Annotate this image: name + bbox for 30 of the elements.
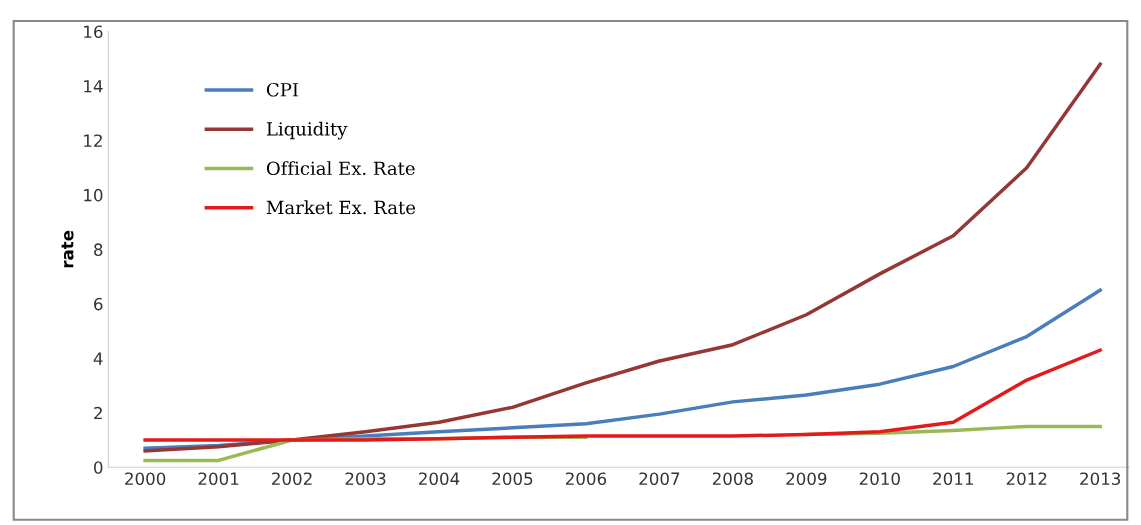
line-series <box>143 348 1102 442</box>
y-tick-label: 14 <box>84 80 103 93</box>
x-tick-label: 2008 <box>712 472 753 486</box>
y-axis-title: rate <box>61 230 74 268</box>
x-tick-label: 2000 <box>125 472 166 486</box>
y-tick-label: 0 <box>94 461 103 474</box>
x-tick-label: 2005 <box>492 472 533 486</box>
y-tick-label: 8 <box>94 243 103 256</box>
legend-label: Market Ex. Rate <box>266 200 416 215</box>
legend-label: Liquidity <box>266 121 348 140</box>
y-tick-label: 10 <box>84 188 103 202</box>
x-tick-label: 2003 <box>345 472 386 486</box>
x-tick-label: 2009 <box>786 472 827 486</box>
y-tick-label: 4 <box>93 352 103 365</box>
x-tick-label: 2013 <box>1080 472 1121 486</box>
x-tick-label: 2010 <box>859 472 900 486</box>
legend-label: Official Ex. Rate <box>266 161 415 176</box>
x-tick-label: 2004 <box>419 472 460 486</box>
line-series <box>143 62 1102 453</box>
x-tick-label: 2002 <box>272 472 312 486</box>
y-tick-label: 6 <box>94 297 103 311</box>
x-tick-label: 2001 <box>198 472 239 486</box>
y-tick-label: 16 <box>84 25 103 39</box>
x-tick-label: 2011 <box>933 472 973 486</box>
x-tick-label: 2006 <box>565 472 607 486</box>
x-tick-label: 2012 <box>1006 472 1047 486</box>
x-tick-label: 2007 <box>639 472 680 486</box>
legend-label: CPI <box>266 82 299 97</box>
y-tick-label: 2 <box>94 406 102 420</box>
y-tick-label: 12 <box>84 134 102 147</box>
